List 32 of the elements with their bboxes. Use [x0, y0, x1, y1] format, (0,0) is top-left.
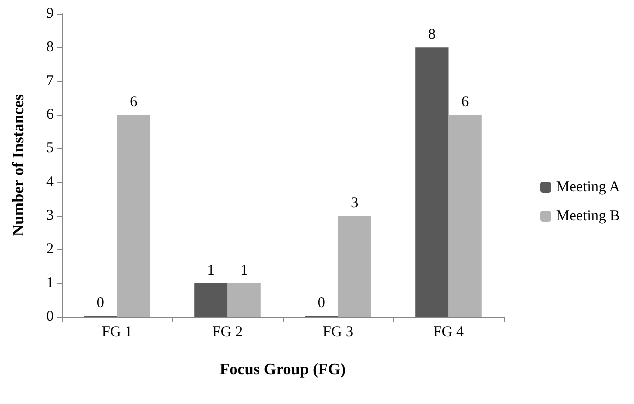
y-tick-label: 2 [46, 242, 54, 258]
x-tick-label: FG 2 [212, 324, 243, 340]
data-label: 6 [130, 94, 138, 110]
y-tick-label: 3 [46, 208, 54, 224]
bar [338, 216, 372, 317]
x-tick-label: FG 1 [102, 324, 132, 340]
y-tick-label: 5 [46, 140, 54, 157]
data-label: 6 [462, 94, 470, 110]
y-tick-label: 8 [46, 40, 54, 56]
bar [416, 48, 449, 317]
y-tick-label: 7 [46, 73, 54, 90]
y-tick-label: 0 [46, 309, 54, 325]
data-label: 3 [351, 196, 359, 212]
data-label: 1 [240, 262, 248, 279]
data-label: 1 [207, 262, 215, 279]
y-tick-label: 9 [46, 6, 54, 22]
bar [228, 283, 261, 317]
y-tick-label: 6 [46, 107, 54, 123]
y-tick-label: 1 [46, 275, 54, 292]
data-label: 0 [96, 296, 104, 312]
x-axis-title: Focus Group (FG) [220, 362, 346, 378]
x-tick-label: FG 3 [323, 324, 354, 340]
x-tick-label: FG 4 [434, 324, 464, 340]
data-label: 0 [318, 296, 326, 312]
y-tick-label: 4 [46, 174, 54, 190]
bar [117, 115, 150, 317]
y-axis-title: Number of Instances [10, 94, 28, 236]
legend-label: Meeting B [556, 208, 620, 224]
data-label: 8 [428, 27, 436, 44]
bar [194, 283, 228, 317]
bar [448, 115, 482, 317]
legend-label: Meeting A [556, 180, 620, 196]
